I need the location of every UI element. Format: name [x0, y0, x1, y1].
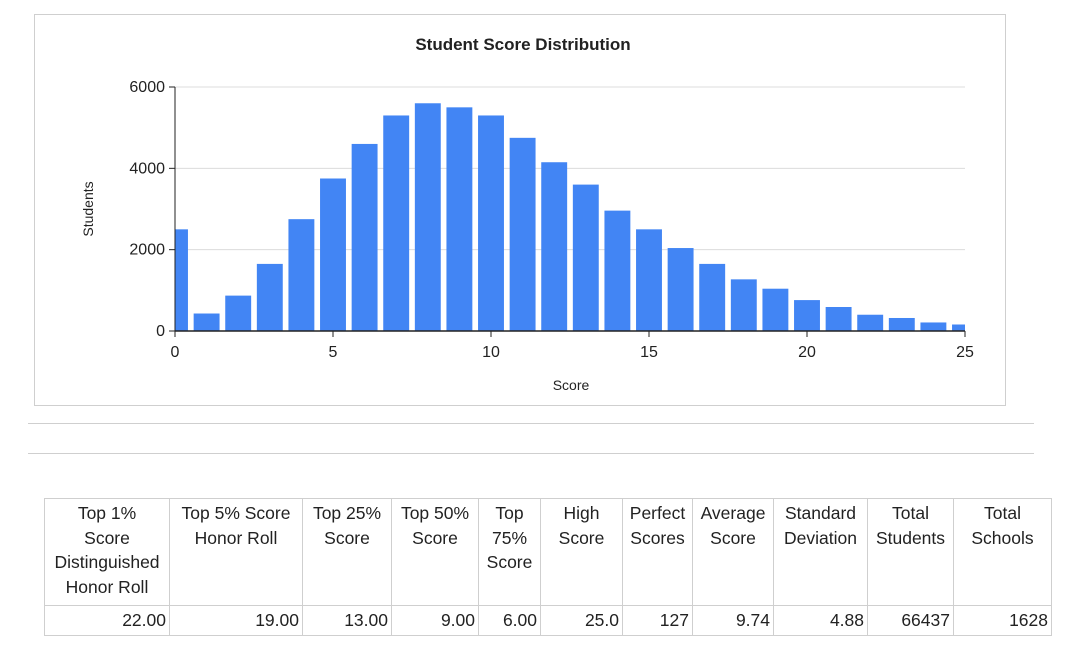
y-axis-label: Students: [80, 181, 96, 236]
stats-header-text: Distinguished: [54, 552, 160, 572]
divider-bottom: [28, 453, 1034, 454]
x-axis-label: Score: [553, 377, 590, 393]
stats-header-cell: Top 5% Score Honor Roll: [169, 498, 303, 606]
y-tick-label: 2000: [129, 242, 165, 259]
y-tick-label: 4000: [129, 160, 165, 177]
stats-header-text: Total: [892, 503, 929, 523]
x-tick-label: 0: [171, 344, 180, 361]
bar-score-16: [667, 248, 694, 331]
stats-value-cell: 22.00: [44, 605, 170, 636]
score-distribution-chart: Student Score Distribution Score Student…: [80, 35, 974, 393]
stats-value-cell: 66437: [867, 605, 954, 636]
stats-header-text: Score: [412, 527, 458, 548]
stats-header-cell: Top 25% Score: [302, 498, 392, 606]
bar-score-23: [888, 317, 915, 331]
bar-score-21: [825, 307, 852, 331]
stats-header-text: Top 5% Score: [181, 503, 291, 523]
stats-header-text: Deviation: [784, 527, 857, 548]
bar-score-24: [920, 322, 947, 331]
stats-header-cell: Standard Deviation: [773, 498, 868, 606]
bar-score-19: [762, 288, 789, 331]
stats-header-text: Average: [700, 503, 766, 523]
stats-header-cell: High Score: [540, 498, 623, 606]
stats-header-text: Total: [984, 503, 1021, 523]
chart-title: Student Score Distribution: [415, 35, 630, 54]
bar-score-9: [446, 107, 473, 331]
stats-header-text: Score: [558, 527, 605, 548]
stats-header-text: Top 25%: [312, 503, 382, 523]
x-tick-label: 5: [329, 344, 338, 361]
stats-value-cell: 19.00: [169, 605, 303, 636]
stats-header-cell: Perfect Scores: [622, 498, 693, 606]
x-tick-label: 20: [798, 344, 816, 361]
divider-top: [28, 423, 1034, 424]
bar-score-18: [730, 279, 757, 331]
bar-score-8: [414, 103, 441, 332]
bar-score-0: [175, 229, 188, 331]
stats-header-text: Honor Roll: [194, 527, 278, 548]
y-tick-label: 6000: [129, 79, 165, 96]
stats-value-cell: 25.0: [540, 605, 623, 636]
stats-header-cell: Top 75% Score: [478, 498, 541, 606]
stats-header-text: Score: [84, 527, 130, 548]
stats-header-text: Score: [324, 527, 370, 548]
stats-header-cell: Top 1% Score Distinguished Honor Roll: [44, 498, 170, 606]
stats-header-text: Score: [710, 527, 756, 548]
bar-score-14: [604, 210, 631, 331]
stats-header-text: Standard: [784, 503, 857, 523]
stats-value-cell: 6.00: [478, 605, 541, 636]
stats-header-text: Top 50%: [400, 503, 470, 523]
stats-value-cell: 13.00: [302, 605, 392, 636]
stats-header-text: 75%: [491, 527, 528, 548]
stats-header-text: Score: [486, 552, 533, 572]
x-tick-label: 15: [640, 344, 658, 361]
stats-header-cell: Average Score: [692, 498, 774, 606]
stats-header-row: Top 1% Score Distinguished Honor Roll Top 5%…: [44, 498, 1052, 606]
stats-value-row: 22.00 19.00 13.00 9.00 6.00 25.0 127 9.74 4.88 66…: [44, 605, 1052, 636]
bar-score-6: [351, 143, 378, 331]
stats-header-text: Scores: [630, 527, 685, 548]
chart-panel: Student Score Distribution Score Student…: [34, 14, 1006, 406]
stats-header-cell: Total Students: [867, 498, 954, 606]
bar-score-4: [288, 219, 315, 331]
statistics-table: Top 1% Score Distinguished Honor Roll Top 5%…: [44, 498, 1052, 636]
bar-score-5: [320, 178, 346, 331]
stats-header-text: Top: [495, 503, 524, 523]
stats-header-text: High: [563, 503, 600, 523]
bar-score-17: [699, 263, 726, 331]
bar-score-13: [572, 184, 599, 331]
bar-score-10: [478, 115, 504, 331]
stats-header-cell: Total Schools: [953, 498, 1052, 606]
bar-score-1: [193, 313, 220, 331]
stats-header-text: Top 1%: [77, 503, 137, 523]
bar-score-22: [857, 314, 884, 331]
stats-header-text: Schools: [971, 527, 1034, 548]
stats-value-cell: 4.88: [773, 605, 868, 636]
bar-score-15: [636, 229, 662, 331]
stats-value-cell: 9.00: [391, 605, 479, 636]
x-tick-label: 25: [956, 344, 974, 361]
bar-score-25: [952, 324, 965, 331]
stats-header-text: Perfect: [629, 503, 686, 523]
bar-score-3: [256, 263, 283, 331]
stats-header-text: Honor Roll: [65, 576, 149, 597]
bar-score-2: [225, 295, 252, 331]
x-tick-label: 10: [482, 344, 500, 361]
bar-score-11: [509, 137, 536, 331]
stats-value-cell: 127: [622, 605, 693, 636]
bar-score-7: [383, 115, 410, 331]
stats-value-cell: 9.74: [692, 605, 774, 636]
y-tick-label: 0: [156, 323, 165, 340]
stats-header-cell: Top 50% Score: [391, 498, 479, 606]
stats-header-text: Students: [875, 527, 946, 548]
bar-score-12: [541, 162, 568, 331]
stats-value-cell: 1628: [953, 605, 1052, 636]
bar-score-20: [794, 300, 820, 331]
